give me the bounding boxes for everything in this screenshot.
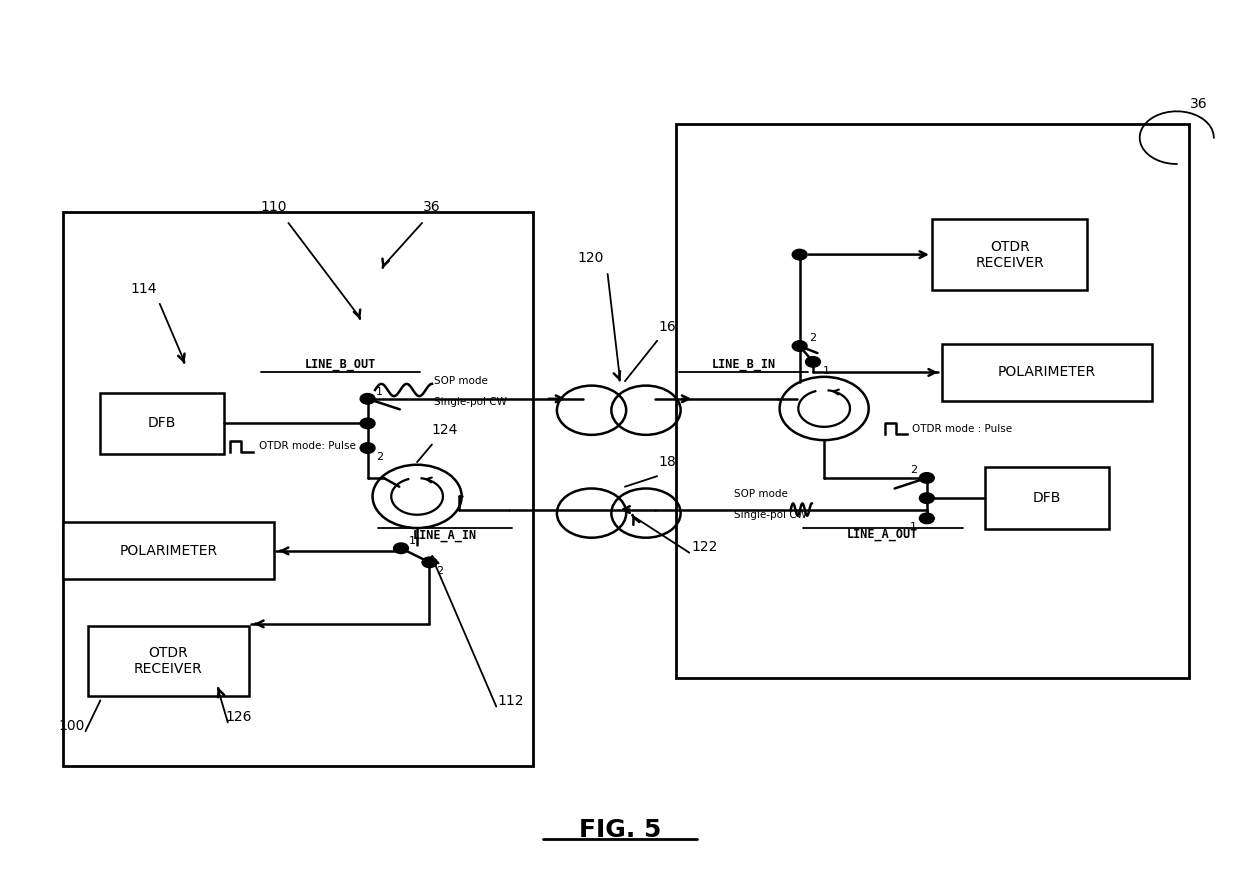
Text: OTDR mode: Pulse: OTDR mode: Pulse: [259, 441, 356, 452]
Circle shape: [422, 557, 436, 568]
Text: LINE_B_OUT: LINE_B_OUT: [305, 358, 376, 370]
Text: 16: 16: [658, 320, 676, 333]
Text: Single-pol CW: Single-pol CW: [434, 397, 507, 407]
Text: 122: 122: [691, 540, 717, 554]
Text: 36: 36: [1190, 97, 1208, 111]
Circle shape: [792, 250, 807, 260]
Text: OTDR mode : Pulse: OTDR mode : Pulse: [911, 423, 1012, 434]
Text: LINE_A_OUT: LINE_A_OUT: [847, 528, 918, 541]
Text: LINE_A_IN: LINE_A_IN: [412, 529, 476, 542]
Text: 36: 36: [423, 200, 440, 214]
Bar: [932, 220, 1087, 290]
Circle shape: [393, 543, 408, 554]
Circle shape: [919, 473, 934, 483]
Bar: [941, 344, 1152, 401]
Text: Single-pol CW: Single-pol CW: [734, 510, 807, 519]
Circle shape: [360, 393, 374, 404]
Text: 124: 124: [432, 422, 458, 437]
Circle shape: [919, 493, 934, 504]
Circle shape: [792, 340, 807, 351]
Text: 2: 2: [810, 333, 817, 343]
Text: 120: 120: [577, 251, 604, 265]
Circle shape: [360, 443, 374, 453]
Text: 2: 2: [376, 452, 383, 461]
Text: 1: 1: [408, 535, 415, 546]
Text: POLARIMETER: POLARIMETER: [119, 544, 217, 558]
Circle shape: [919, 513, 934, 524]
Text: 126: 126: [226, 710, 252, 724]
Text: DFB: DFB: [1033, 491, 1061, 505]
Text: 112: 112: [498, 694, 525, 708]
Text: 18: 18: [658, 455, 676, 469]
Text: 2: 2: [910, 466, 916, 475]
Bar: [985, 467, 1109, 529]
Circle shape: [360, 418, 374, 429]
Text: 1: 1: [823, 366, 830, 377]
Text: 114: 114: [130, 282, 157, 296]
Bar: [100, 392, 224, 454]
Bar: [676, 124, 1189, 678]
Text: FIG. 5: FIG. 5: [579, 818, 661, 842]
Text: DFB: DFB: [148, 416, 176, 430]
Bar: [63, 213, 533, 766]
Text: OTDR
RECEIVER: OTDR RECEIVER: [976, 240, 1044, 270]
Bar: [63, 522, 274, 579]
Text: POLARIMETER: POLARIMETER: [998, 365, 1096, 379]
Text: 110: 110: [260, 200, 286, 214]
Text: 2: 2: [435, 566, 443, 576]
Text: OTDR
RECEIVER: OTDR RECEIVER: [134, 646, 203, 676]
Text: 1: 1: [376, 387, 383, 397]
Circle shape: [806, 356, 821, 367]
Text: SOP mode: SOP mode: [734, 489, 787, 499]
Text: SOP mode: SOP mode: [434, 377, 489, 386]
Text: LINE_B_IN: LINE_B_IN: [712, 358, 776, 370]
Text: 1: 1: [910, 522, 916, 532]
Bar: [88, 625, 249, 696]
Text: 100: 100: [58, 719, 86, 733]
